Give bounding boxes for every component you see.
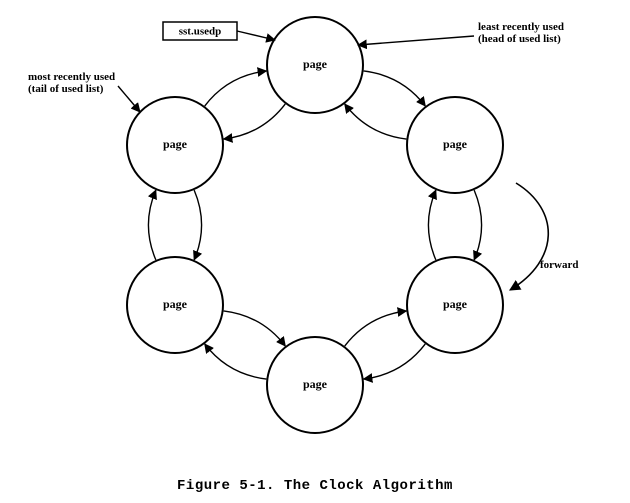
page-node-label: page	[163, 297, 188, 311]
page-node-label: page	[443, 137, 468, 151]
annotation-forward-line: forward	[540, 259, 579, 271]
edge	[205, 71, 267, 106]
edge	[224, 104, 286, 139]
edge	[345, 104, 407, 139]
clock-diagram: page page page page page page sst.usedp most re…	[0, 0, 630, 503]
edge	[428, 190, 435, 260]
edge	[345, 311, 407, 346]
annotation-lru-line: (head of used list)	[478, 33, 561, 45]
usedp-pointer-arrow	[237, 31, 275, 40]
usedp-box-label: sst.usedp	[179, 26, 222, 38]
figure-caption: Figure 5-1. The Clock Algorithm	[0, 478, 630, 494]
edge	[205, 344, 267, 379]
annotation-lru-line: least recently used	[478, 21, 564, 33]
edge	[224, 311, 286, 346]
annotation-mru-line: most recently used	[28, 71, 115, 83]
annotation-lru-arrow	[358, 36, 474, 45]
annotation-mru-line: (tail of used list)	[28, 83, 104, 95]
page-node-label: page	[443, 297, 468, 311]
annotation-forward-arrow	[510, 183, 548, 290]
edge	[194, 190, 201, 260]
edge	[148, 190, 155, 260]
page-node-label: page	[163, 137, 188, 151]
page-node-label: page	[303, 57, 328, 71]
edge	[364, 344, 426, 379]
diagram-svg: page page page page page page sst.usedp most re…	[0, 0, 630, 503]
page-node-label: page	[303, 377, 328, 391]
annotation-mru-arrow	[118, 86, 140, 112]
edge	[474, 190, 481, 260]
edge	[364, 71, 426, 106]
